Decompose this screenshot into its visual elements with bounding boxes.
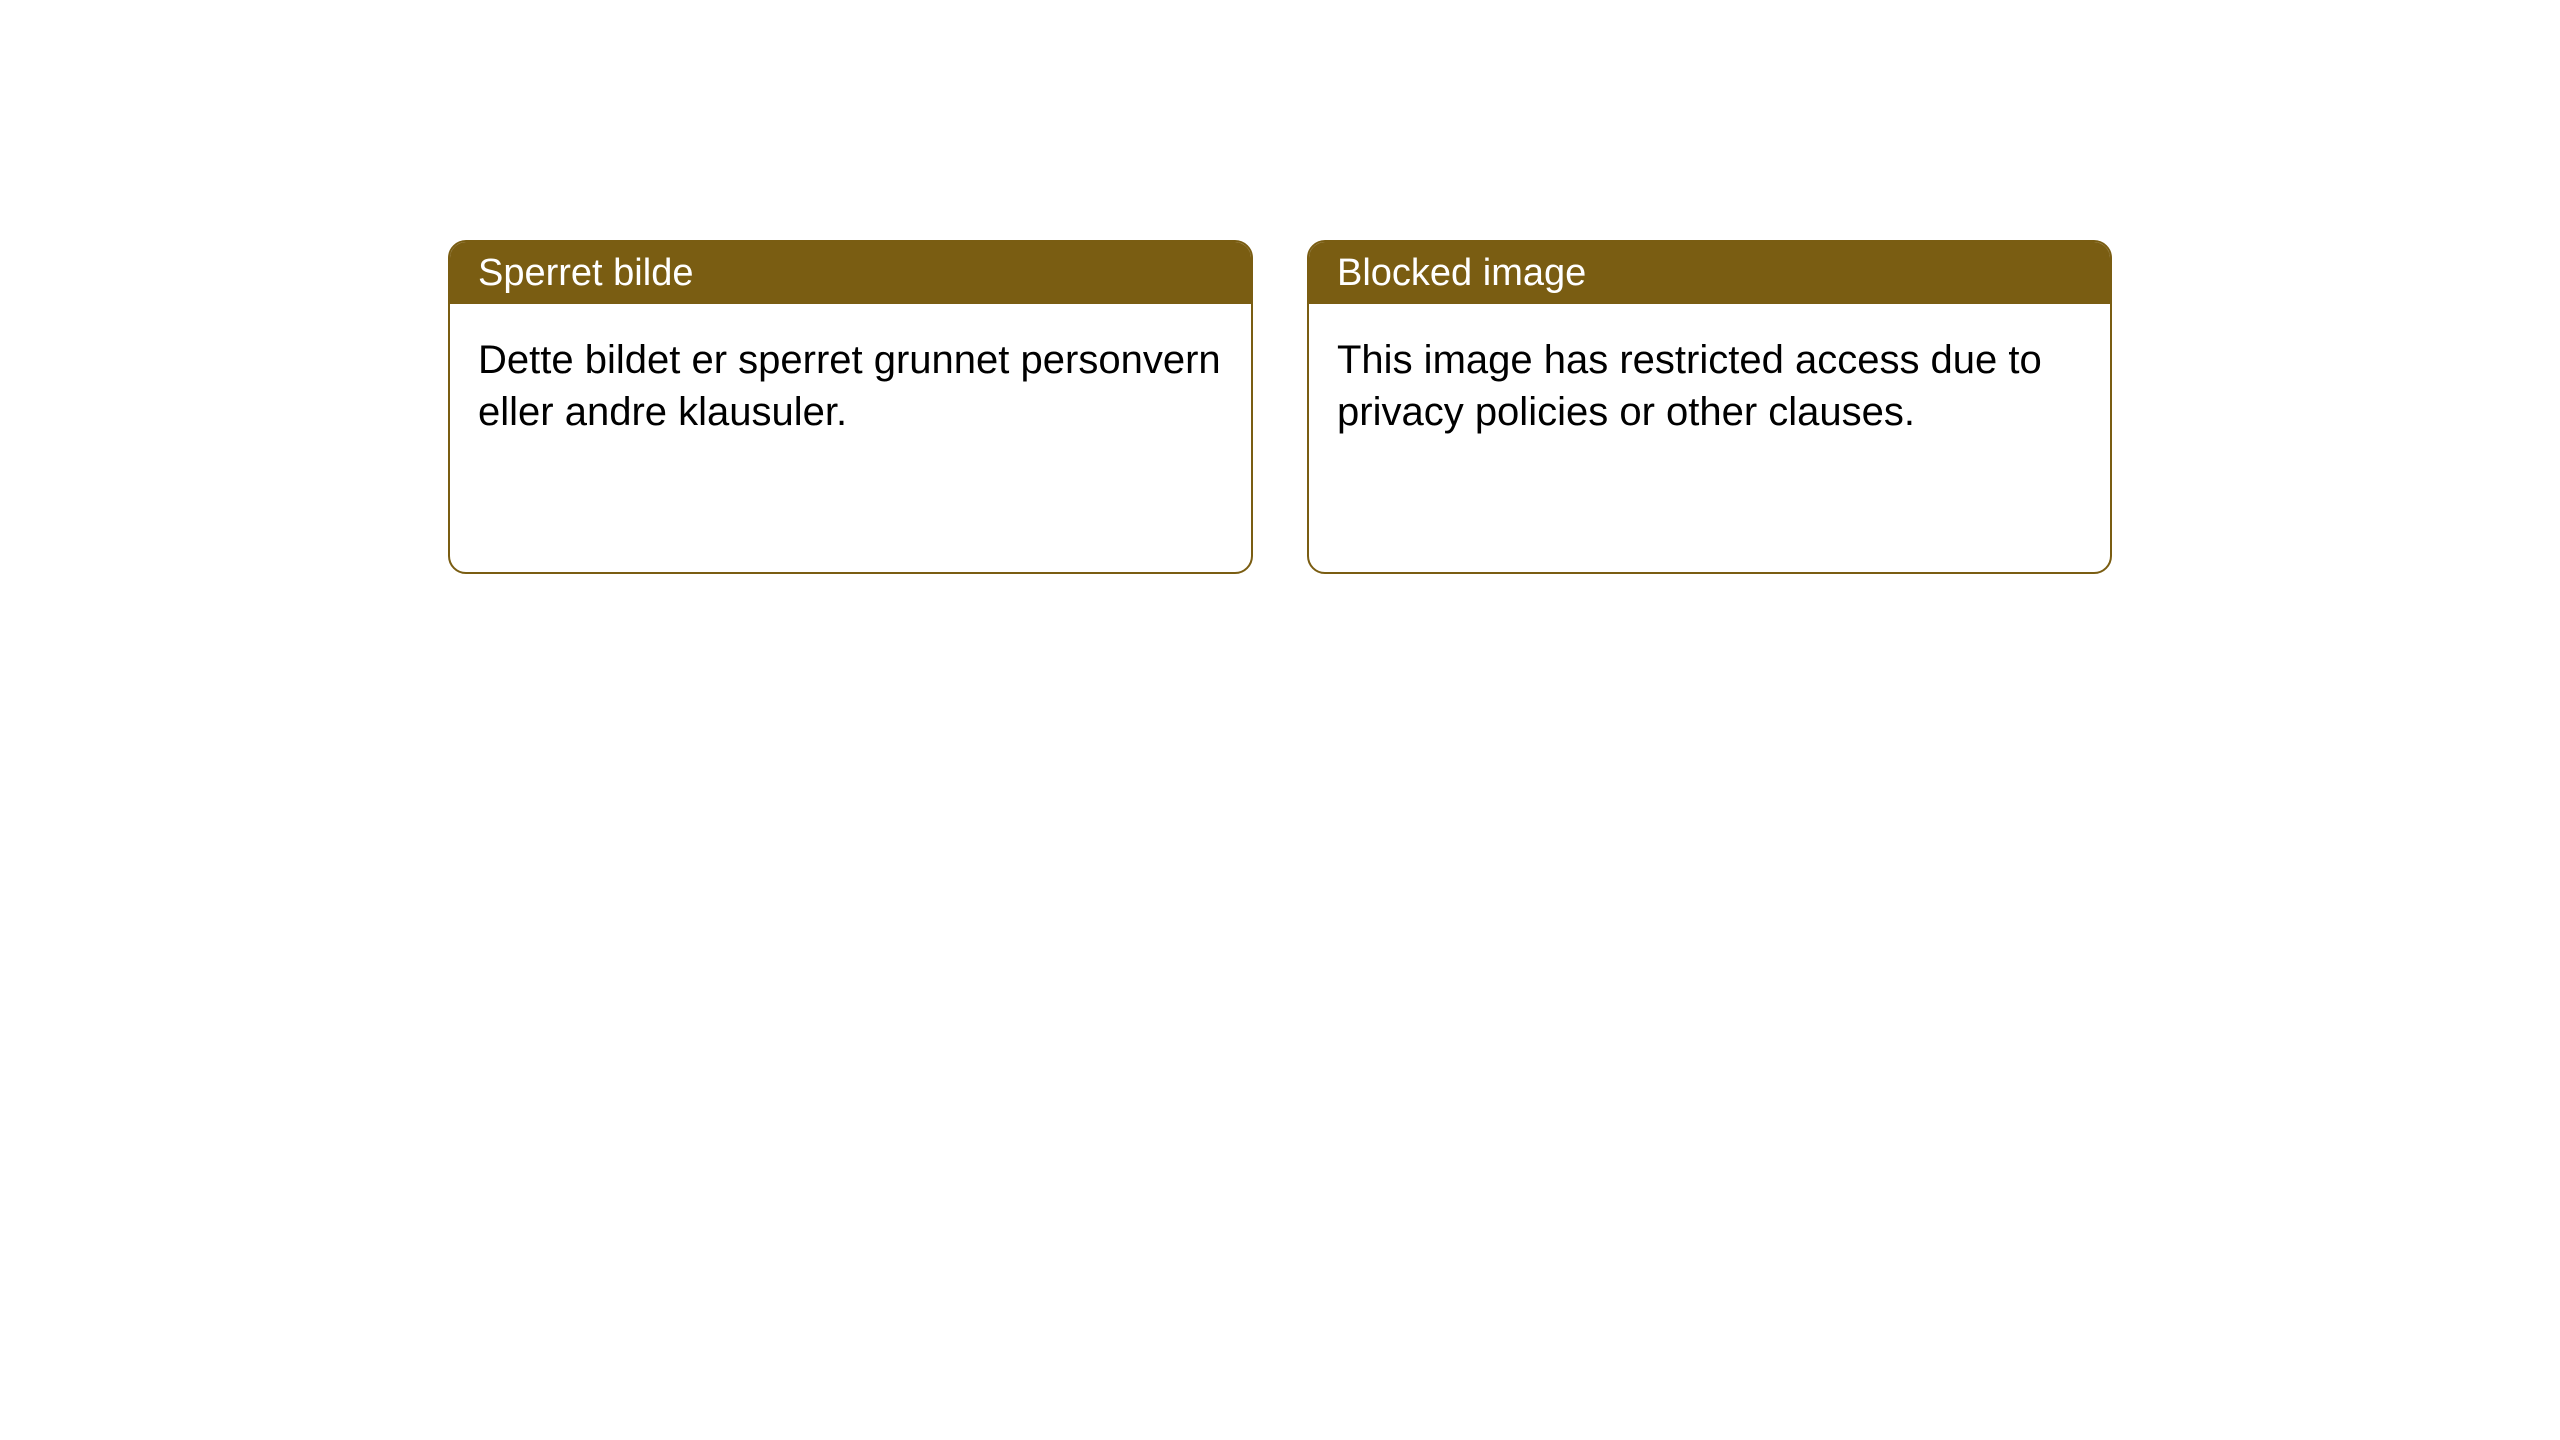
blocked-image-card-en: Blocked image This image has restricted … xyxy=(1307,240,2112,574)
card-body: Dette bildet er sperret grunnet personve… xyxy=(450,304,1251,468)
card-body: This image has restricted access due to … xyxy=(1309,304,2110,468)
card-title: Blocked image xyxy=(1337,252,1586,295)
notice-container: Sperret bilde Dette bildet er sperret gr… xyxy=(0,0,2560,574)
card-header: Blocked image xyxy=(1309,242,2110,304)
blocked-image-card-no: Sperret bilde Dette bildet er sperret gr… xyxy=(448,240,1253,574)
card-header: Sperret bilde xyxy=(450,242,1251,304)
card-title: Sperret bilde xyxy=(478,252,693,295)
card-body-text: This image has restricted access due to … xyxy=(1337,338,2042,434)
card-body-text: Dette bildet er sperret grunnet personve… xyxy=(478,338,1221,434)
